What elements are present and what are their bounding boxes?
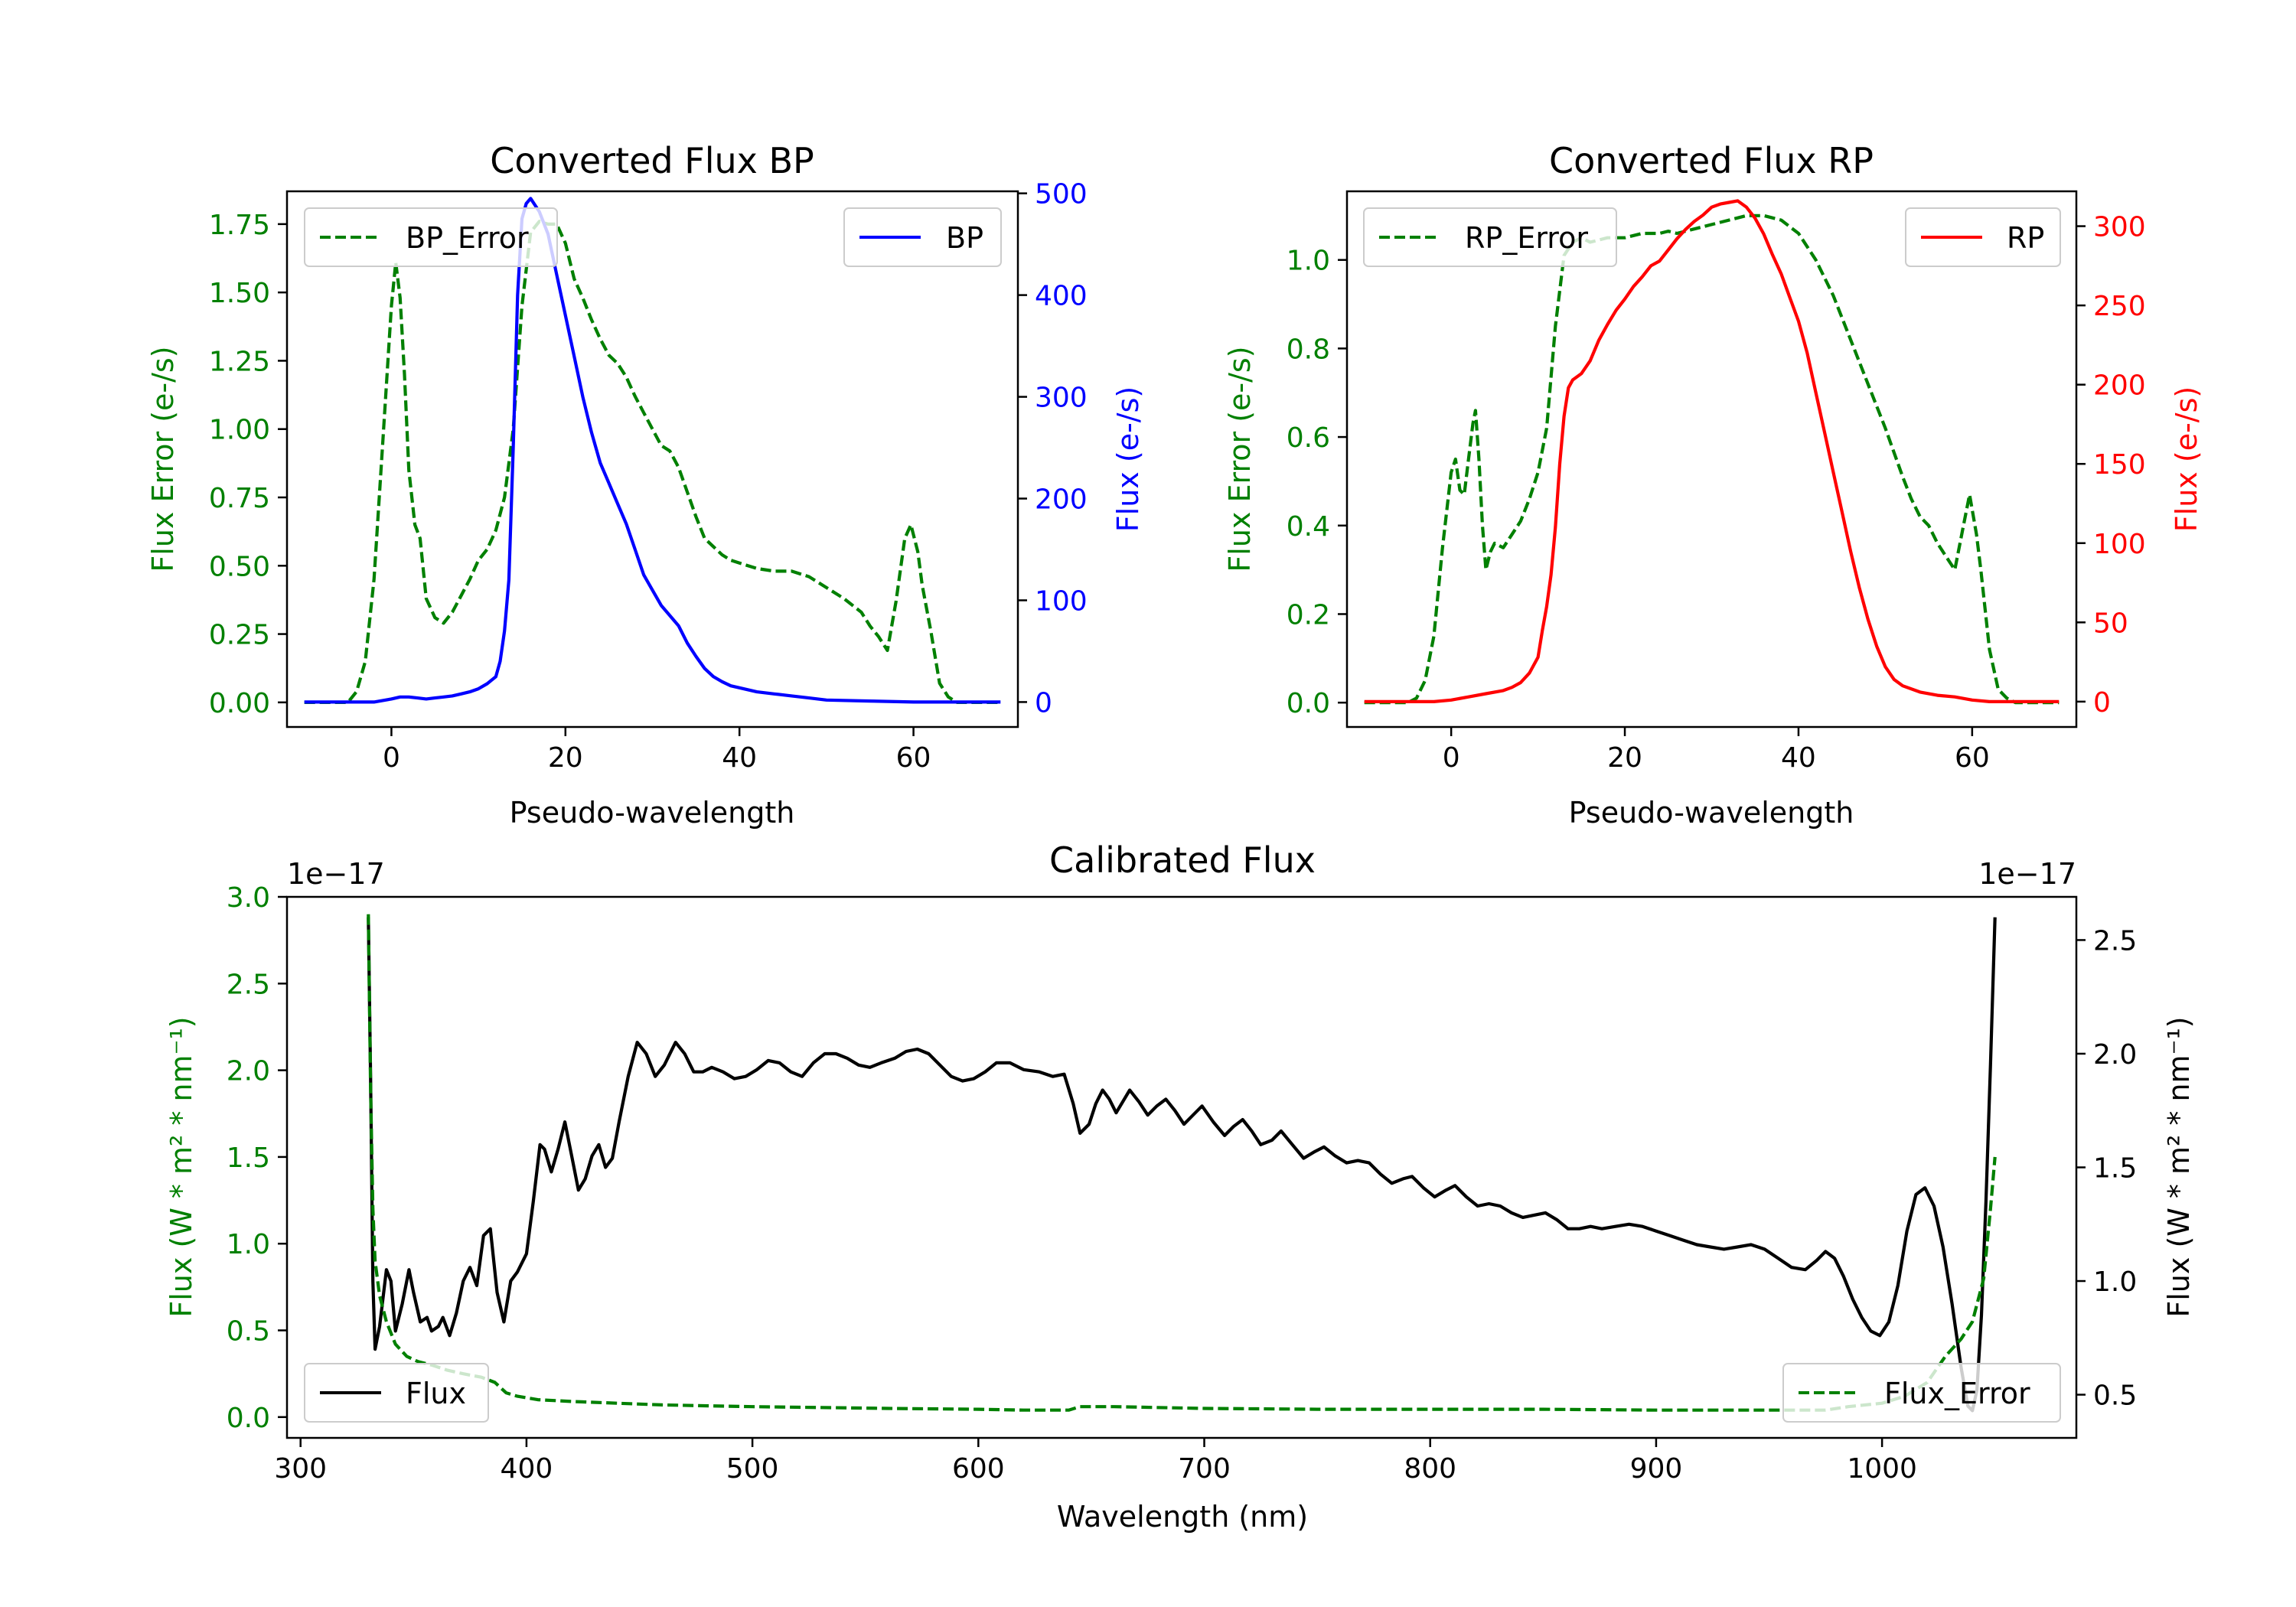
bp-left-ytick-label: 0.00 <box>209 688 270 719</box>
bp-left-ytick-label: 1.00 <box>209 415 270 446</box>
cal-xlabel: Wavelength (nm) <box>1057 1500 1308 1534</box>
cal-left-offset-label: 1e−17 <box>287 857 385 891</box>
cal-legend-left: Flux <box>304 1363 489 1423</box>
bp-legend-right-label: BP <box>946 221 983 255</box>
rp-right-ytick-label: 150 <box>2093 449 2146 481</box>
rp-left-ylabel: Flux Error (e-/s) <box>1223 346 1257 572</box>
cal-right-offset-label: 1e−17 <box>1978 857 2076 891</box>
cal-xtick-label: 1000 <box>1847 1453 1917 1485</box>
bp-xtick-label: 20 <box>548 742 583 774</box>
cal-title: Calibrated Flux <box>1049 839 1316 881</box>
rp-series-rp-error <box>1364 214 2060 705</box>
bp-legend-left-label: BP_Error <box>406 221 529 255</box>
cal-left-ytick-label: 1.0 <box>227 1229 270 1260</box>
cal-legend-left-box <box>304 1363 489 1423</box>
rp-left-ytick-label: 0.8 <box>1287 334 1330 365</box>
rp-right-ytick-label: 0 <box>2093 687 2111 719</box>
cal-xtick-label: 800 <box>1404 1453 1456 1485</box>
rp-right-ylabel: Flux (e-/s) <box>2170 386 2203 532</box>
bp-legend-left-box <box>304 207 558 267</box>
bp-plot-frame <box>285 190 1019 729</box>
cal-right-ytick-label: 0.5 <box>2093 1380 2137 1412</box>
bp-xtick-label: 40 <box>722 742 757 774</box>
rp-xtick-label: 20 <box>1607 742 1642 774</box>
rp-xtick-label: 60 <box>1955 742 1990 774</box>
bp-left-ytick-label: 1.25 <box>209 346 270 377</box>
calibrated-panel: Calibrated Flux 1e−17 1e−17 300 400 500 600… <box>165 839 2196 1534</box>
cal-xtick-label: 700 <box>1178 1453 1231 1485</box>
bp-series-bp <box>304 197 1001 704</box>
rp-left-ytick-label: 0.4 <box>1287 511 1330 543</box>
rp-xtick-label: 40 <box>1781 742 1816 774</box>
cal-xtick-label: 300 <box>274 1453 327 1485</box>
cal-xtick-label: 600 <box>952 1453 1005 1485</box>
bp-xlabel: Pseudo-wavelength <box>510 796 795 830</box>
cal-right-ytick-label: 2.0 <box>2093 1039 2137 1071</box>
rp-right-ytick-label: 50 <box>2093 608 2128 639</box>
cal-series-flux <box>367 917 1997 1413</box>
rp-panel: Converted Flux RP 0 20 40 60 0.0 0.2 0.4 0.6 0.8… <box>1223 140 2203 830</box>
cal-right-ytick-label: 2.5 <box>2093 925 2137 957</box>
cal-left-ytick-label: 0.5 <box>227 1316 270 1348</box>
cal-legend-right-box <box>1782 1363 2061 1423</box>
cal-legend-right: Flux_Error <box>1782 1363 2061 1423</box>
bp-xtick-label: 60 <box>896 742 931 774</box>
bp-left-ytick-label: 1.50 <box>209 278 270 309</box>
rp-right-ytick-label: 300 <box>2093 212 2146 243</box>
bp-legend-right-box <box>843 207 1002 267</box>
cal-left-ytick-label: 3.0 <box>227 882 270 914</box>
cal-left-ytick-label: 2.0 <box>227 1056 270 1087</box>
bp-left-ytick-label: 0.50 <box>209 551 270 582</box>
cal-right-ytick-label: 1.0 <box>2093 1266 2137 1298</box>
rp-title: Converted Flux RP <box>1549 140 1874 181</box>
bp-legend-left: BP_Error <box>304 207 558 267</box>
rp-left-ytick-label: 0.6 <box>1287 422 1330 454</box>
bp-right-ytick-label: 100 <box>1035 585 1088 617</box>
bp-left-ytick-label: 1.75 <box>209 210 270 241</box>
cal-left-ytick-label: 1.5 <box>227 1143 270 1174</box>
rp-left-ytick-label: 1.0 <box>1287 246 1330 277</box>
cal-left-ytick-label: 0.0 <box>227 1403 270 1434</box>
cal-legend-right-label: Flux_Error <box>1884 1377 2030 1410</box>
cal-xtick-label: 500 <box>726 1453 779 1485</box>
rp-right-ytick-label: 250 <box>2093 291 2146 322</box>
cal-legend-left-label: Flux <box>406 1377 466 1410</box>
bp-left-ylabel: Flux Error (e-/s) <box>146 346 180 572</box>
bp-xtick-label: 0 <box>383 742 400 774</box>
rp-left-ytick-label: 0.0 <box>1287 688 1330 719</box>
rp-xtick-label: 0 <box>1443 742 1460 774</box>
bp-right-ytick-label: 200 <box>1035 484 1088 516</box>
rp-right-ytick-label: 100 <box>2093 529 2146 560</box>
cal-xtick-label: 400 <box>501 1453 553 1485</box>
cal-left-ylabel: Flux (W * m² * nm⁻¹) <box>165 1016 198 1317</box>
rp-series-rp <box>1364 199 2060 703</box>
bp-right-ylabel: Flux (e-/s) <box>1111 386 1145 532</box>
bp-right-ytick-label: 500 <box>1035 179 1088 210</box>
rp-legend-left-box <box>1363 207 1617 267</box>
bp-series-bp-error <box>304 220 1001 704</box>
rp-legend-left-label: RP_Error <box>1465 221 1588 255</box>
bp-legend-right: BP <box>843 207 1002 267</box>
rp-legend-left: RP_Error <box>1363 207 1617 267</box>
bp-panel: Converted Flux BP 0 20 40 60 0.00 0.25 0.50 0.7… <box>146 140 1145 830</box>
bp-right-ytick-label: 0 <box>1035 687 1052 719</box>
rp-right-ytick-label: 200 <box>2093 370 2146 402</box>
cal-right-ylabel: Flux (W * m² * nm⁻¹) <box>2162 1016 2196 1317</box>
cal-xtick-label: 900 <box>1630 1453 1683 1485</box>
rp-legend-right-label: RP <box>2007 221 2044 255</box>
bp-left-ytick-label: 0.25 <box>209 620 270 651</box>
rp-plot-frame <box>1345 190 2078 729</box>
rp-legend-right: RP <box>1905 207 2061 267</box>
rp-xlabel: Pseudo-wavelength <box>1569 796 1854 830</box>
bp-right-ytick-label: 300 <box>1035 383 1088 414</box>
bp-title: Converted Flux BP <box>490 140 814 181</box>
rp-legend-right-box <box>1905 207 2061 267</box>
cal-right-ytick-label: 1.5 <box>2093 1153 2137 1185</box>
cal-left-ytick-label: 2.5 <box>227 969 270 1000</box>
bp-left-ytick-label: 0.75 <box>209 483 270 514</box>
bp-right-ytick-label: 400 <box>1035 281 1088 312</box>
rp-left-ytick-label: 0.2 <box>1287 599 1330 631</box>
